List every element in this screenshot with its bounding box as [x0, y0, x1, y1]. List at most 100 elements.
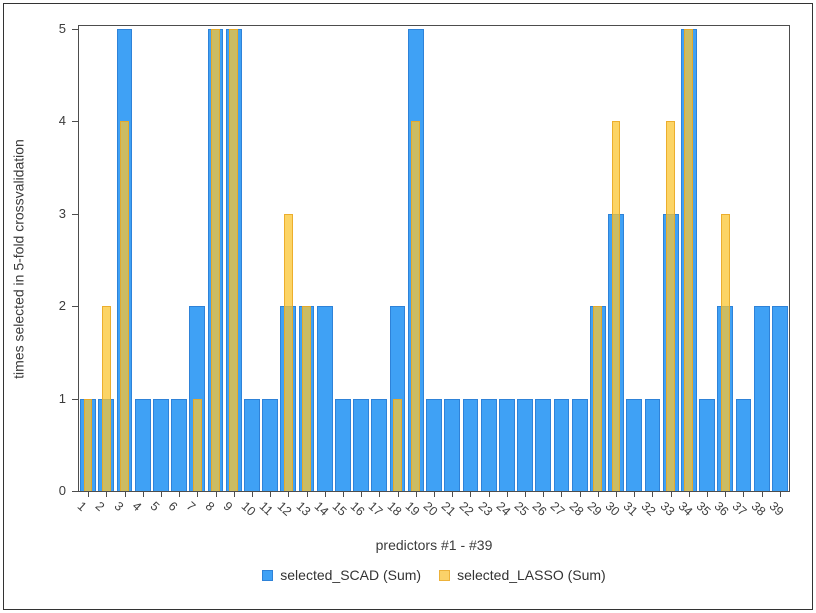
x-tick	[379, 492, 381, 497]
x-tick	[761, 492, 763, 497]
y-tick	[72, 213, 78, 215]
bar-scad	[553, 398, 570, 491]
legend-swatch-icon	[262, 569, 274, 581]
bar-lasso	[229, 29, 239, 491]
x-tick-label: 17	[366, 499, 386, 519]
x-tick-label: 2	[92, 499, 108, 515]
x-tick	[616, 492, 618, 497]
x-tick-label: 12	[274, 499, 295, 519]
x-tick-label: 1	[74, 499, 90, 515]
x-tick	[415, 492, 417, 497]
x-tick-label: 19	[402, 499, 423, 519]
y-tick-label: 0	[58, 483, 66, 498]
bar-scad	[134, 398, 151, 491]
x-tick-label: 6	[165, 499, 181, 515]
bar-lasso	[393, 398, 402, 491]
y-tick	[72, 121, 78, 123]
legend-entry: selected_SCAD (Sum)	[262, 567, 421, 583]
bar-scad	[498, 398, 515, 491]
bar-lasso	[192, 398, 202, 491]
bar-scad	[444, 398, 461, 491]
x-tick-label: 23	[475, 499, 495, 519]
bar-scad	[699, 398, 715, 491]
x-tick	[361, 492, 363, 497]
x-tick-label: 14	[311, 499, 332, 519]
x-tick	[707, 492, 709, 497]
chart-frame: times selected in 5-fold crossvalidation…	[3, 3, 813, 610]
x-tick-label: 33	[657, 499, 677, 519]
x-tick-label: 5	[147, 499, 163, 515]
bar-lasso	[593, 306, 603, 491]
bar-lasso	[666, 121, 676, 491]
x-tick	[434, 492, 435, 497]
bar-scad	[462, 398, 479, 491]
x-tick-label: 18	[384, 499, 404, 519]
x-tick	[306, 492, 308, 497]
bar-lasso	[101, 306, 111, 491]
x-tick	[652, 492, 654, 497]
bar-scad	[626, 398, 643, 491]
x-tick	[597, 492, 599, 497]
x-tick	[779, 492, 781, 497]
x-tick	[233, 492, 235, 497]
x-axis-title: predictors #1 - #39	[375, 537, 493, 553]
x-tick	[561, 492, 563, 497]
bar-scad	[735, 398, 752, 491]
x-tick	[525, 492, 527, 497]
x-tick	[324, 492, 326, 497]
x-tick-label: 13	[293, 499, 313, 519]
x-tick	[452, 492, 454, 497]
x-tick	[251, 492, 253, 497]
x-tick	[688, 492, 690, 497]
x-tick	[670, 492, 672, 497]
x-tick-label: 9	[220, 499, 235, 515]
x-tick	[470, 492, 472, 497]
bar-scad	[771, 306, 788, 491]
x-tick-label: 11	[256, 499, 276, 519]
legend-entry: selected_LASSO (Sum)	[439, 567, 606, 583]
legend-label: selected_LASSO (Sum)	[457, 567, 606, 583]
x-tick	[725, 492, 727, 497]
bar-lasso	[83, 398, 93, 491]
x-tick-label: 28	[566, 499, 586, 519]
legend-label: selected_SCAD (Sum)	[280, 567, 422, 583]
x-tick-label: 4	[129, 499, 144, 515]
x-tick-label: 29	[584, 499, 605, 519]
bar-scad	[262, 398, 279, 491]
bar-lasso	[684, 29, 694, 491]
x-tick-label: 24	[493, 499, 514, 519]
bar-lasso	[611, 121, 621, 491]
bar-scad	[753, 306, 770, 491]
y-tick	[72, 306, 78, 308]
bar-scad	[371, 398, 388, 491]
y-tick-label: 1	[58, 390, 66, 406]
bar-scad	[517, 398, 533, 491]
bar-scad	[171, 398, 188, 491]
x-tick	[506, 492, 508, 497]
y-tick	[72, 398, 78, 400]
bar-scad	[153, 398, 169, 491]
bar-scad	[335, 398, 351, 491]
x-tick	[270, 492, 272, 497]
bar-lasso	[720, 213, 730, 491]
bar-scad	[244, 398, 260, 491]
x-tick	[179, 492, 181, 497]
x-tick	[106, 492, 108, 497]
y-tick	[72, 29, 78, 30]
legend-swatch-icon	[439, 569, 451, 581]
bar-lasso	[302, 306, 311, 491]
x-tick	[124, 492, 126, 497]
x-tick-label: 37	[730, 499, 750, 519]
bar-scad	[353, 398, 370, 491]
bar-scad	[426, 398, 442, 491]
x-tick	[579, 492, 581, 497]
x-tick	[197, 492, 199, 497]
y-tick-label: 4	[58, 113, 66, 129]
bar-scad	[644, 398, 661, 491]
x-tick-label: 8	[202, 499, 217, 515]
x-tick-label: 34	[675, 499, 696, 519]
x-tick	[488, 492, 490, 497]
bar-scad	[571, 398, 588, 491]
x-tick-label: 22	[457, 499, 477, 519]
